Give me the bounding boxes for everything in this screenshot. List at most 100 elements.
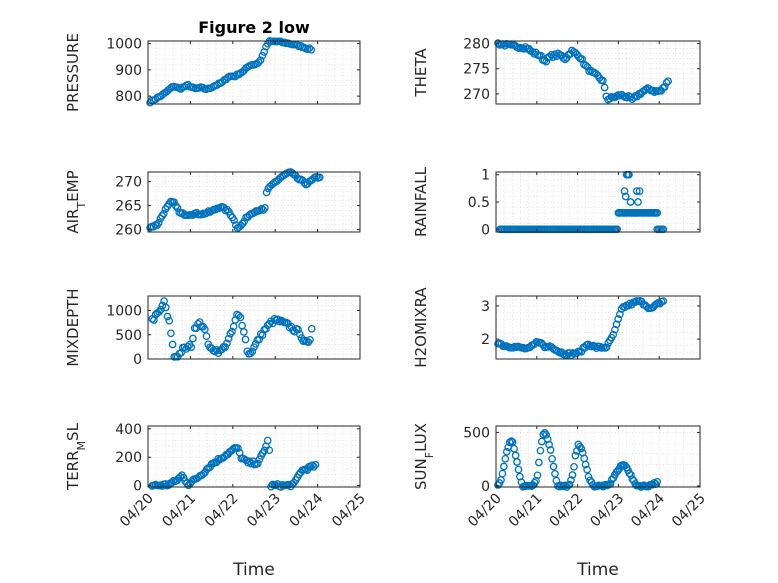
data-point xyxy=(513,458,521,466)
data-point xyxy=(228,327,236,336)
data-point xyxy=(168,340,177,349)
data-point xyxy=(163,312,172,321)
subplot-2: 270 275 280 THETA xyxy=(412,37,701,105)
data-point xyxy=(295,330,304,339)
data-point xyxy=(635,187,644,195)
data-point xyxy=(519,44,528,53)
data-point xyxy=(653,477,662,486)
subplot-5: 0 500 1000 MIXDEPTH xyxy=(64,288,361,368)
data-point xyxy=(548,454,556,463)
y-tick-label: 1 xyxy=(481,168,490,184)
data-point xyxy=(236,313,245,322)
y-tick-label: 500 xyxy=(115,328,142,344)
data-point xyxy=(311,461,320,469)
axes-box xyxy=(495,295,701,360)
y-axis-label: SUNFLUX xyxy=(412,423,436,490)
data-point xyxy=(625,469,634,478)
data-point xyxy=(315,173,324,182)
y-tick-label: 500 xyxy=(463,425,490,441)
data-point xyxy=(568,471,577,479)
data-point xyxy=(502,447,511,456)
data-point xyxy=(545,440,553,449)
y-axis-label: TERRMSL xyxy=(64,422,88,491)
chart-title: Figure 2 low xyxy=(198,18,310,37)
data-point xyxy=(611,325,619,334)
data-point xyxy=(306,463,315,471)
data-point xyxy=(294,325,302,334)
data-point xyxy=(187,343,196,351)
y-tick-label: 0 xyxy=(481,479,490,495)
y-tick-label: 900 xyxy=(115,63,142,79)
subplot-3: 260 265 270 AIRTEMP xyxy=(64,168,361,239)
plot-area xyxy=(148,172,360,232)
data-point xyxy=(539,430,548,439)
data-point xyxy=(260,446,269,455)
axes-box xyxy=(495,425,701,488)
data-point xyxy=(659,297,668,305)
data-point xyxy=(200,325,209,334)
x-tick-label: 04/22 xyxy=(547,491,587,531)
data-point xyxy=(581,460,590,469)
data-point xyxy=(176,473,185,481)
data-point xyxy=(173,204,182,212)
x-tick-label: 04/20 xyxy=(465,491,505,531)
data-point xyxy=(198,83,207,92)
data-point xyxy=(609,330,618,339)
data-point xyxy=(664,77,673,86)
data-point xyxy=(254,58,263,67)
data-point xyxy=(530,49,538,58)
y-tick-label: 270 xyxy=(463,87,490,103)
data-point xyxy=(308,461,317,470)
data-point xyxy=(551,469,559,478)
data-point xyxy=(226,329,235,338)
data-point xyxy=(500,462,508,471)
x-tick-label: 04/21 xyxy=(506,491,546,531)
data-point xyxy=(599,76,607,85)
data-point xyxy=(256,56,265,65)
data-point xyxy=(660,83,669,91)
data-point xyxy=(532,476,540,485)
data-point xyxy=(550,50,559,59)
data-point xyxy=(626,198,635,206)
series-markers xyxy=(146,37,316,107)
y-tick-label: 800 xyxy=(115,89,142,105)
axes-box xyxy=(147,425,361,488)
data-point xyxy=(561,481,570,490)
data-point xyxy=(662,78,671,87)
data-point xyxy=(577,444,586,453)
data-point xyxy=(307,324,316,333)
data-point xyxy=(605,94,614,103)
data-point xyxy=(634,198,642,206)
subplot-6: 2 3 H2OMIXRA xyxy=(412,287,701,368)
x-tick-label: 04/23 xyxy=(244,491,284,531)
data-point xyxy=(234,311,243,320)
data-point xyxy=(536,446,545,455)
subplot-1: 800 900 1000 PRESSURE Figure 2 low xyxy=(64,18,361,112)
data-point xyxy=(170,198,178,207)
data-point xyxy=(627,471,635,479)
y-tick-label: 280 xyxy=(463,37,490,53)
x-tick-label: 04/25 xyxy=(669,491,709,531)
y-tick-label: 400 xyxy=(115,422,142,438)
y-axis-label: MIXDEPTH xyxy=(64,288,82,366)
y-axis-label: PRESSURE xyxy=(64,33,82,112)
data-point xyxy=(239,328,248,336)
x-tick-label: 04/23 xyxy=(587,491,627,531)
data-point xyxy=(306,335,314,344)
data-point xyxy=(179,473,188,482)
data-point xyxy=(620,187,629,195)
data-point xyxy=(244,458,252,467)
data-point xyxy=(498,469,507,478)
data-point xyxy=(224,334,233,343)
y-axis-label: RAINFALL xyxy=(412,166,430,237)
data-point xyxy=(632,187,641,195)
data-point xyxy=(159,209,168,218)
subplot-8: 0 500 04/20 04/21 04/22 04/23 04/24 04/25 SUNFLU… xyxy=(412,423,709,580)
data-point xyxy=(494,39,502,47)
data-point xyxy=(202,332,211,341)
data-point xyxy=(184,342,192,351)
series-markers xyxy=(494,296,668,360)
data-point xyxy=(209,459,218,468)
